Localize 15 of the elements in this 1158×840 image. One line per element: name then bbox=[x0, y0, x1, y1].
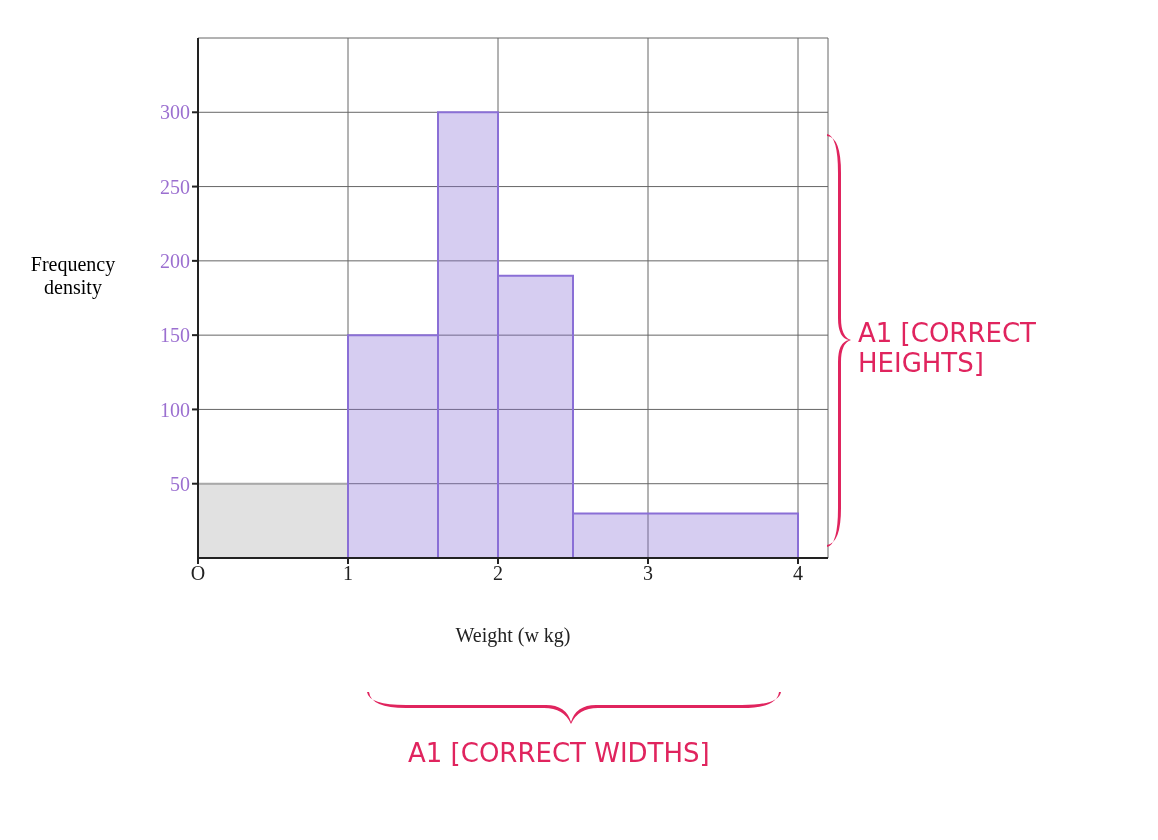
text: A1 [CORRECT HEIGHTS] bbox=[858, 318, 1037, 378]
x-tick-label: O bbox=[190, 562, 206, 585]
y-tick-label: 200 bbox=[160, 249, 190, 272]
y-tick-label: 50 bbox=[170, 472, 190, 495]
text: A1 [CORRECT WIDTHS] bbox=[408, 738, 711, 768]
y-tick-label: 250 bbox=[160, 175, 190, 198]
y-axis-title: Frequency density bbox=[29, 253, 117, 299]
x-tick-label: 1 bbox=[343, 562, 353, 585]
y-tick-label: 300 bbox=[160, 101, 190, 124]
y-tick-label: 100 bbox=[160, 398, 190, 421]
y-tick-label: 150 bbox=[160, 324, 190, 347]
x-axis-title: Weight (w kg) bbox=[455, 624, 571, 648]
x-tick-label: 4 bbox=[793, 562, 803, 585]
x-tick-label: 3 bbox=[643, 562, 653, 585]
x-tick-label: 2 bbox=[493, 562, 503, 585]
